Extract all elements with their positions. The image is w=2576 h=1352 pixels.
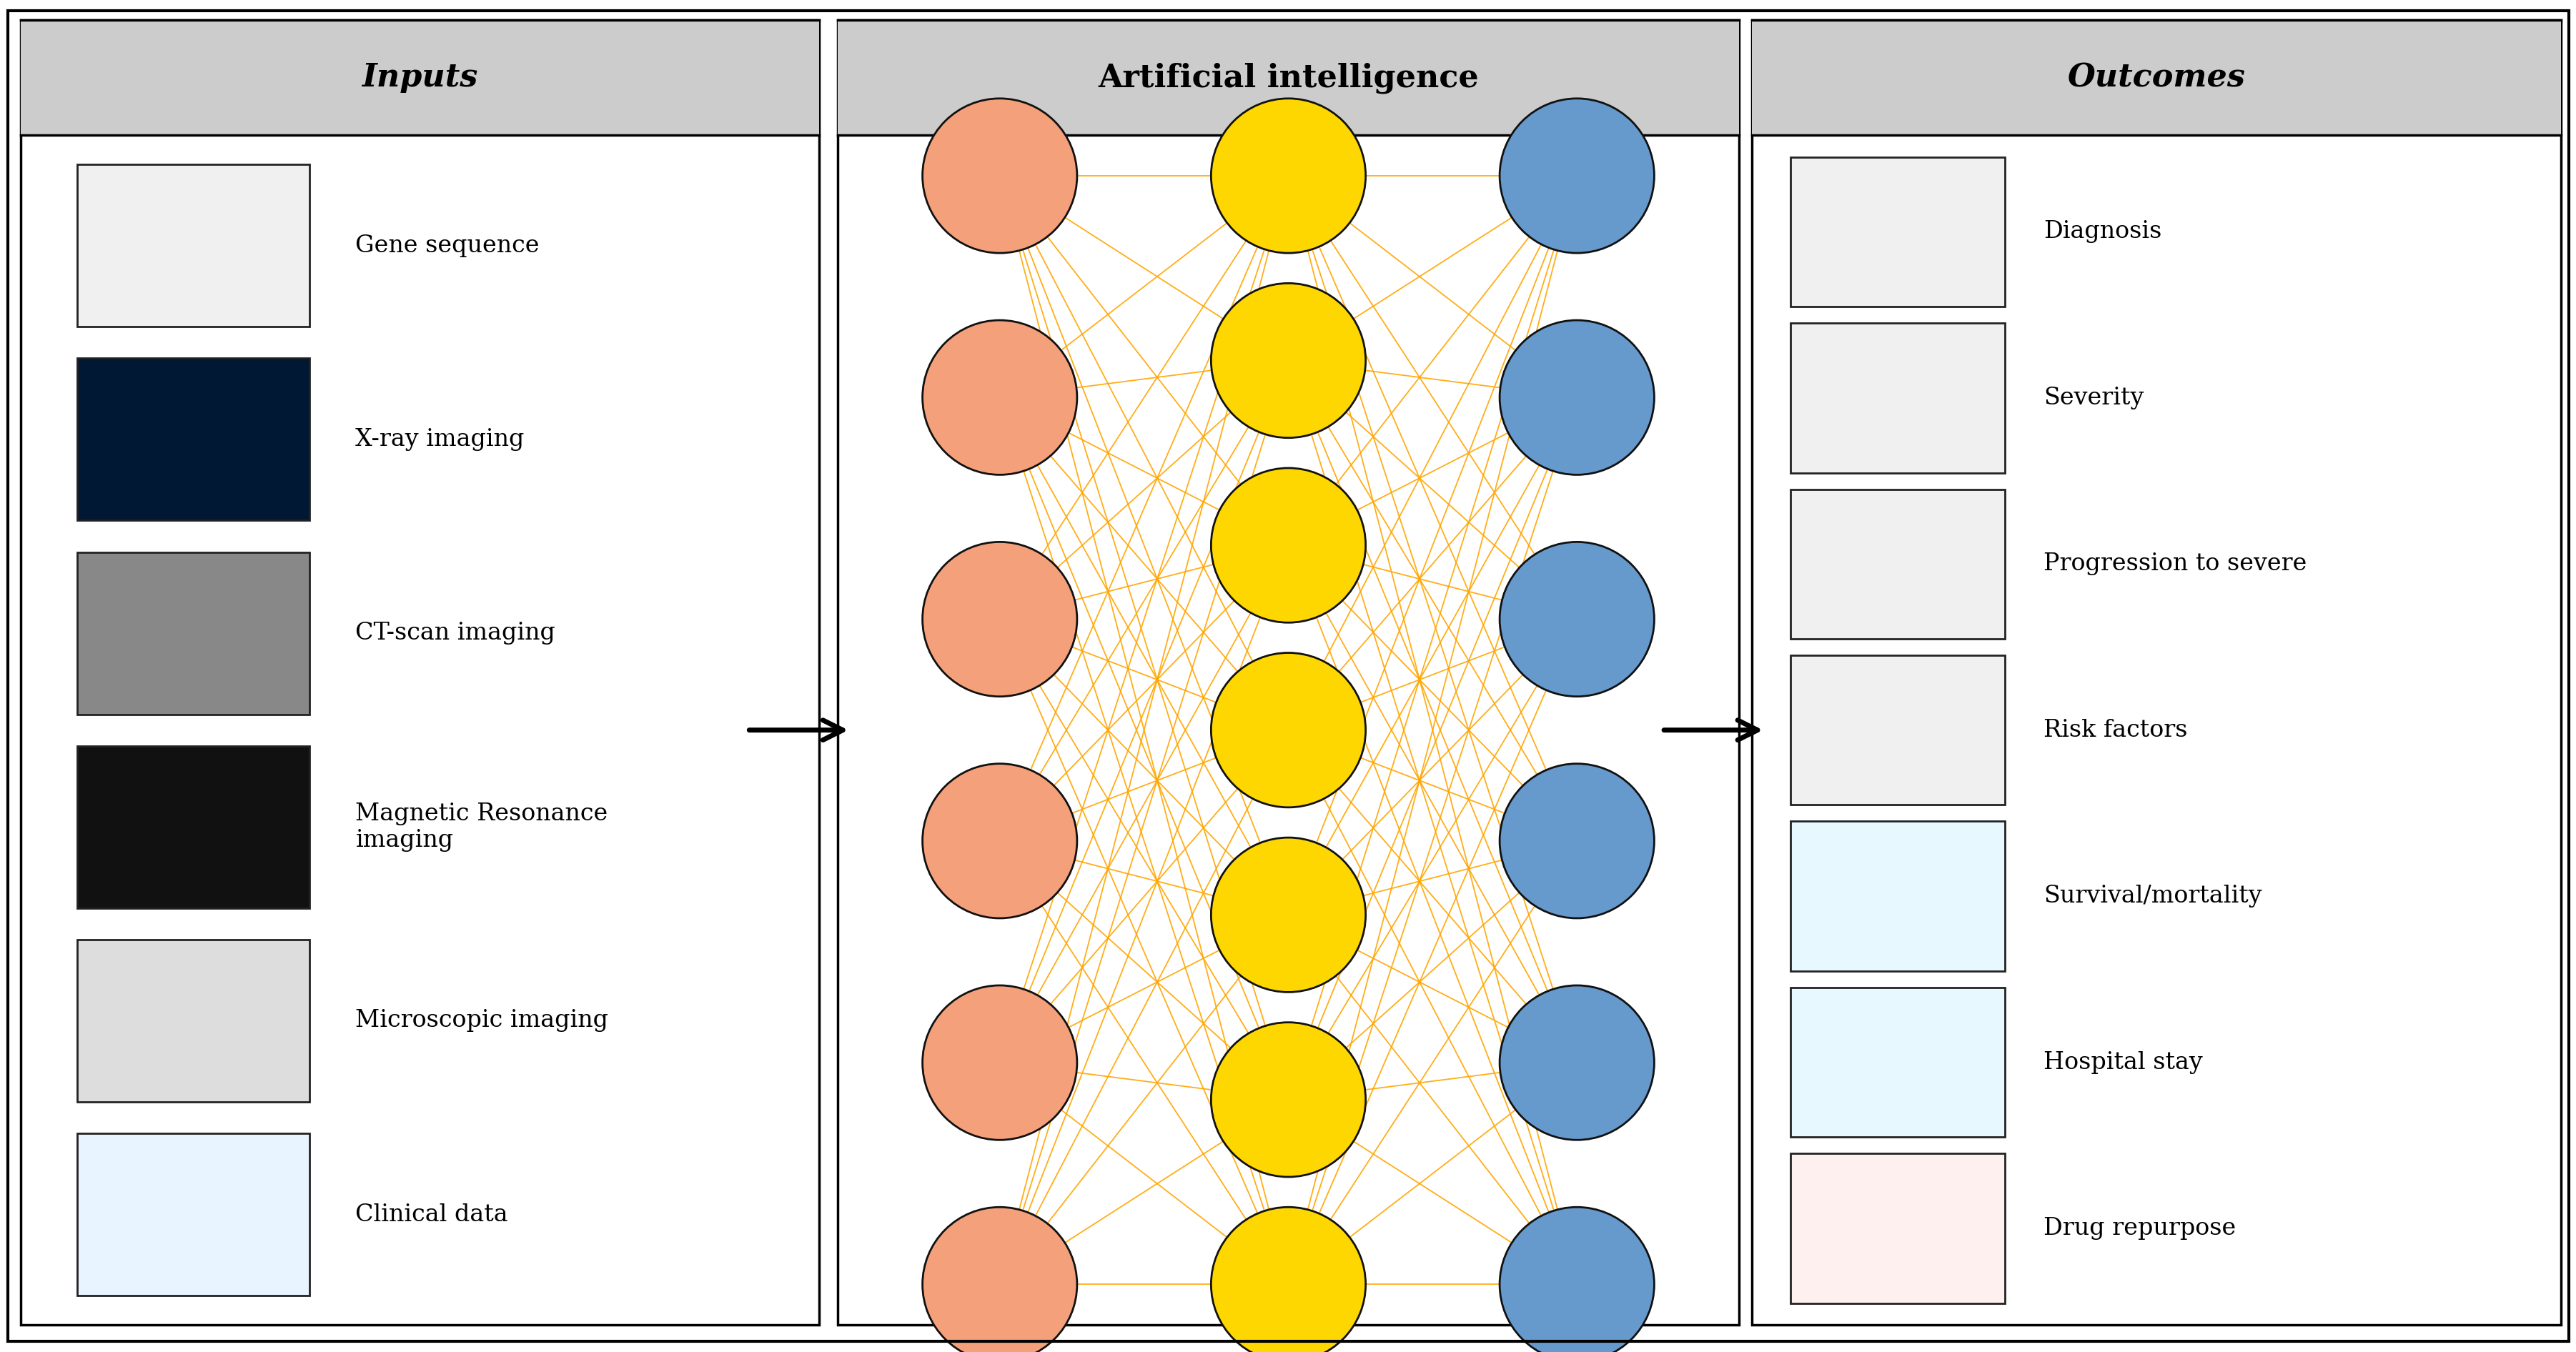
FancyBboxPatch shape: [1752, 20, 2561, 135]
FancyBboxPatch shape: [21, 20, 819, 1325]
FancyBboxPatch shape: [1790, 987, 2004, 1137]
Text: X-ray imaging: X-ray imaging: [355, 429, 526, 450]
Ellipse shape: [922, 986, 1077, 1140]
Ellipse shape: [1499, 764, 1654, 918]
FancyBboxPatch shape: [1790, 489, 2004, 638]
Ellipse shape: [1211, 1022, 1365, 1176]
FancyBboxPatch shape: [77, 358, 309, 521]
FancyBboxPatch shape: [1752, 20, 2561, 1325]
Ellipse shape: [1211, 1207, 1365, 1352]
Text: Gene sequence: Gene sequence: [355, 234, 538, 257]
Text: Microscopic imaging: Microscopic imaging: [355, 1010, 608, 1032]
Text: Diagnosis: Diagnosis: [2043, 220, 2161, 243]
FancyBboxPatch shape: [77, 1133, 309, 1295]
FancyBboxPatch shape: [1790, 822, 2004, 971]
Text: Outcomes: Outcomes: [2066, 62, 2246, 93]
FancyBboxPatch shape: [1790, 323, 2004, 473]
Text: Drug repurpose: Drug repurpose: [2043, 1217, 2236, 1240]
FancyBboxPatch shape: [77, 552, 309, 714]
Text: Severity: Severity: [2043, 387, 2143, 410]
Ellipse shape: [1211, 284, 1365, 438]
Text: Hospital stay: Hospital stay: [2043, 1051, 2202, 1073]
Text: CT-scan imaging: CT-scan imaging: [355, 622, 556, 645]
FancyBboxPatch shape: [1790, 1153, 2004, 1303]
Ellipse shape: [922, 542, 1077, 696]
FancyBboxPatch shape: [21, 20, 819, 135]
Ellipse shape: [922, 320, 1077, 475]
Text: Survival/mortality: Survival/mortality: [2043, 884, 2262, 907]
Text: Magnetic Resonance
imaging: Magnetic Resonance imaging: [355, 802, 608, 852]
FancyBboxPatch shape: [1790, 157, 2004, 307]
Ellipse shape: [1499, 320, 1654, 475]
Ellipse shape: [1499, 986, 1654, 1140]
Ellipse shape: [1211, 653, 1365, 807]
Ellipse shape: [922, 764, 1077, 918]
FancyBboxPatch shape: [77, 940, 309, 1102]
FancyBboxPatch shape: [837, 20, 1739, 1325]
Ellipse shape: [1499, 1207, 1654, 1352]
FancyBboxPatch shape: [1790, 656, 2004, 804]
Text: Inputs: Inputs: [361, 62, 479, 93]
FancyBboxPatch shape: [837, 20, 1739, 135]
Ellipse shape: [922, 99, 1077, 253]
Text: Artificial intelligence: Artificial intelligence: [1097, 62, 1479, 93]
Text: Clinical data: Clinical data: [355, 1203, 507, 1226]
Ellipse shape: [1499, 542, 1654, 696]
Ellipse shape: [1211, 838, 1365, 992]
Text: Progression to severe: Progression to severe: [2043, 553, 2306, 576]
FancyBboxPatch shape: [77, 165, 309, 327]
Ellipse shape: [1499, 99, 1654, 253]
Ellipse shape: [1211, 99, 1365, 253]
Ellipse shape: [1211, 468, 1365, 622]
Ellipse shape: [922, 1207, 1077, 1352]
FancyBboxPatch shape: [77, 746, 309, 909]
Text: Risk factors: Risk factors: [2043, 719, 2187, 741]
